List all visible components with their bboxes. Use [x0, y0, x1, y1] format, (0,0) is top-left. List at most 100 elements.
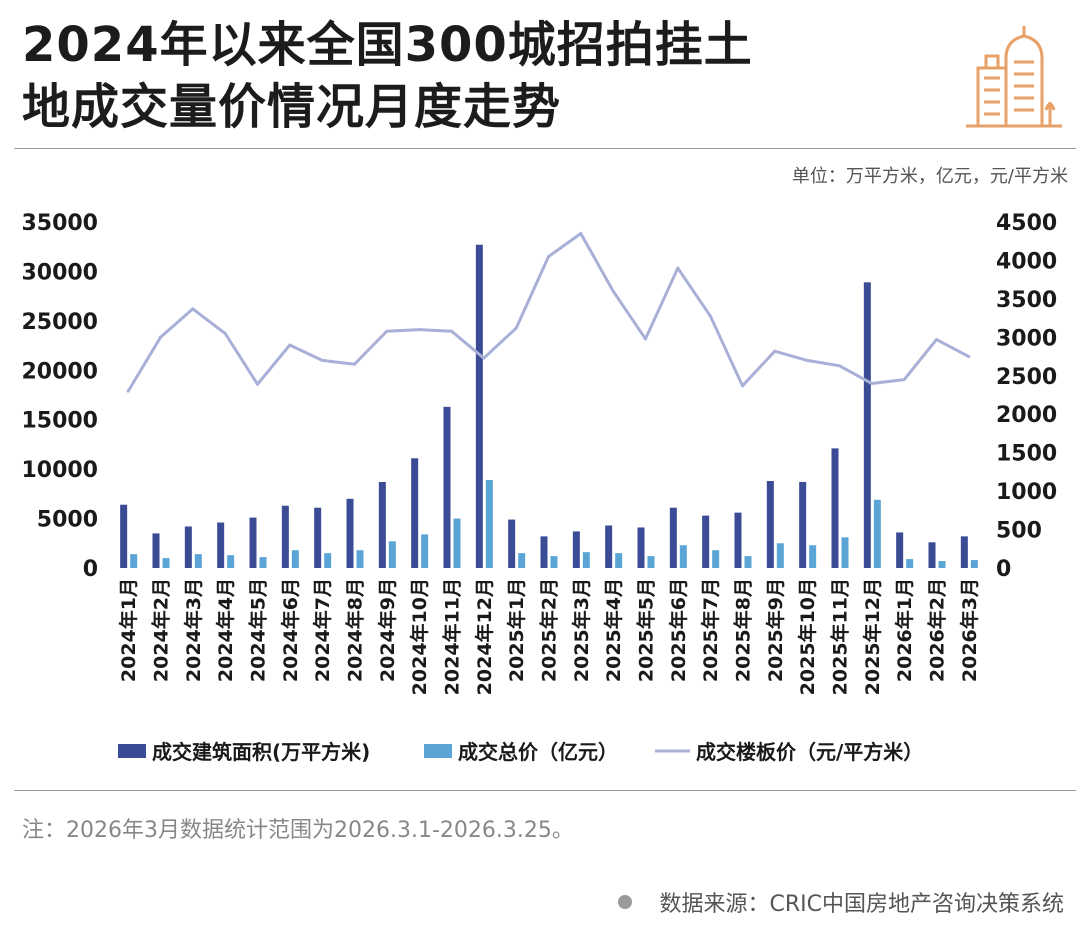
bar-area	[411, 458, 419, 568]
bar-area	[346, 498, 354, 568]
right-axis-tick: 4500	[996, 211, 1057, 236]
bar-area	[766, 481, 774, 568]
line-point	[676, 266, 680, 270]
bar-area	[669, 507, 677, 568]
right-axis-tick: 2000	[996, 403, 1057, 428]
line-point	[514, 326, 518, 330]
legend-swatch-total-price	[424, 744, 452, 758]
right-axis-tick: 4000	[996, 249, 1057, 274]
left-axis-tick: 0	[83, 557, 98, 582]
x-axis-tick: 2025年5月	[635, 578, 658, 682]
left-axis-tick: 15000	[21, 409, 98, 434]
left-axis-tick: 10000	[21, 458, 98, 483]
left-axis-tick: 25000	[21, 310, 98, 335]
x-axis-tick: 2025年10月	[796, 578, 819, 695]
bar-total-price	[259, 557, 267, 568]
legend-swatch-area	[118, 744, 146, 758]
source-line: 数据来源：CRIC中国房地产咨询决策系统	[617, 886, 1065, 918]
bar-area	[443, 406, 451, 568]
line-point	[320, 358, 324, 362]
bar-area	[475, 244, 483, 568]
bar-total-price	[130, 554, 138, 568]
right-axis-tick: 0	[996, 557, 1011, 582]
bar-area	[120, 504, 128, 568]
x-axis-tick: 2024年7月	[311, 578, 334, 682]
right-axis-tick: 2500	[996, 365, 1057, 390]
x-axis-tick: 2024年12月	[473, 578, 496, 695]
bar-area	[508, 519, 516, 568]
x-axis-tick: 2024年5月	[247, 578, 270, 682]
bar-area	[960, 536, 968, 568]
x-axis-tick: 2025年6月	[667, 578, 690, 682]
bar-area	[605, 525, 613, 568]
dot-icon	[617, 895, 632, 909]
bar-total-price	[162, 558, 170, 568]
bar-total-price	[582, 552, 590, 568]
bar-total-price	[712, 550, 720, 568]
bar-total-price	[194, 554, 202, 568]
bar-total-price	[615, 553, 623, 568]
bar-area	[637, 527, 645, 568]
line-point	[773, 349, 777, 353]
bar-total-price	[906, 559, 914, 568]
legend-label-total-price: 成交总价（亿元）	[458, 740, 618, 764]
line-point	[805, 358, 809, 362]
source-text: 数据来源：CRIC中国房地产咨询决策系统	[659, 892, 1065, 917]
bar-area	[217, 522, 225, 568]
line-point	[450, 329, 453, 333]
line-point	[223, 331, 227, 335]
x-axis-tick: 2025年8月	[732, 578, 755, 682]
line-point	[288, 343, 292, 347]
chart: 0 5000 10000 15000 20000 25000 30000 35000 0 500 1…	[21, 211, 1057, 764]
x-axis-tick: 2024年4月	[214, 578, 237, 682]
bar-total-price	[647, 556, 655, 568]
line-point	[159, 335, 162, 339]
bar-total-price	[776, 543, 784, 568]
x-axis-tick: 2025年11月	[829, 578, 852, 695]
bar-total-price	[970, 560, 978, 568]
line-point	[708, 314, 712, 318]
x-axis-tick: 2024年8月	[344, 578, 367, 682]
footnote: 注：2026年3月数据统计范围为2026.3.1-2026.3.25。	[22, 818, 574, 843]
line-point	[644, 337, 647, 341]
bar-area	[540, 536, 548, 568]
bar-total-price	[421, 534, 429, 568]
x-axis-tick: 2024年3月	[182, 578, 205, 682]
line-point	[741, 384, 744, 388]
bar-total-price	[809, 545, 817, 568]
bar-total-price	[679, 545, 687, 568]
bar-area	[314, 507, 322, 568]
line-point	[967, 355, 971, 359]
bottom-divider	[14, 790, 1076, 791]
x-axis-tick: 2026年1月	[893, 578, 916, 682]
x-axis-tick: 2025年12月	[861, 578, 884, 695]
legend-label-area: 成交建筑面积(万平方米)	[152, 740, 370, 764]
line-point	[902, 378, 906, 382]
building-icon	[966, 26, 1062, 128]
right-axis-tick: 1000	[996, 480, 1057, 505]
bar-area	[281, 505, 289, 568]
bar-area	[702, 515, 710, 568]
x-axis-tick: 2024年1月	[117, 578, 140, 682]
x-axis-tick: 2025年2月	[538, 578, 561, 682]
x-axis-tick: 2025年9月	[764, 578, 787, 682]
bar-total-price	[744, 556, 752, 568]
bar-area	[734, 512, 742, 568]
line-point	[547, 255, 550, 259]
left-axis-tick: 20000	[21, 359, 98, 384]
line-point	[417, 328, 421, 332]
title-line-1: 2024年以来全国300城招拍挂土	[22, 17, 753, 73]
right-axis-tick: 1500	[996, 442, 1057, 467]
right-axis-tick: 500	[996, 519, 1042, 544]
top-divider	[14, 148, 1076, 149]
x-axis-tick: 2025年4月	[602, 578, 625, 682]
bar-area	[249, 517, 257, 568]
line-point	[256, 382, 259, 386]
right-axis-tick: 3000	[996, 326, 1057, 351]
bar-total-price	[227, 555, 235, 568]
bar-area	[831, 448, 839, 568]
x-axis-tick: 2024年2月	[150, 578, 173, 682]
bar-area	[896, 532, 904, 568]
x-axis-tick: 2025年7月	[699, 578, 722, 682]
left-axis-tick: 5000	[37, 508, 98, 533]
